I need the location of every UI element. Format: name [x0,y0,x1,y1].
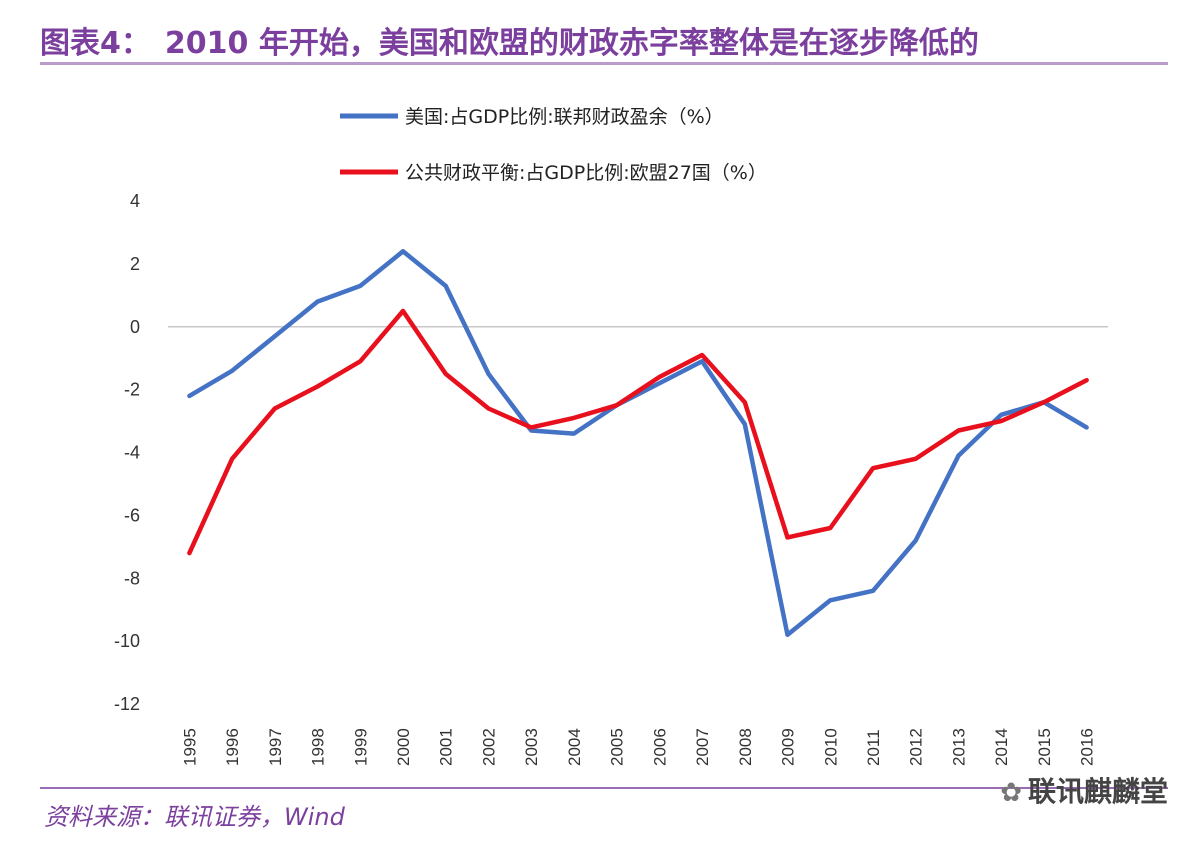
y-tick-label: -8 [124,568,140,588]
x-tick-label: 2013 [949,728,968,766]
x-tick-label: 2000 [394,728,413,766]
wechat-icon: ✿ [1000,778,1022,808]
x-tick-label: 2011 [864,729,883,766]
x-tick-label: 2015 [1035,728,1054,766]
x-tick-label: 2008 [736,728,755,766]
x-tick-label: 2012 [907,728,926,766]
source-note: 资料来源：联讯证券，Wind [44,803,345,831]
legend-label: 美国:占GDP比例:联邦财政盈余（%） [405,106,724,128]
x-tick-label: 1995 [180,728,199,766]
y-tick-label: 2 [130,254,140,274]
x-tick-label: 2005 [608,728,627,766]
x-tick-label: 2003 [522,728,541,766]
x-tick-label: 1998 [309,728,328,766]
y-tick-label: -4 [124,443,140,463]
y-tick-label: -12 [114,694,140,714]
x-tick-label: 2001 [437,728,456,766]
y-tick-label: -2 [124,380,140,400]
x-tick-label: 2014 [992,728,1011,766]
x-tick-label: 1999 [351,728,370,766]
x-tick-label: 2007 [693,728,712,766]
y-tick-label: 4 [130,191,140,211]
page-title: 图表4： 2010 年开始，美国和欧盟的财政赤字率整体是在逐步降低的 [40,18,979,62]
y-tick-label: -6 [124,505,140,525]
legend-label: 公共财政平衡:占GDP比例:欧盟27国（%） [405,162,767,184]
watermark: ✿ 联讯麒麟堂 [1000,770,1168,810]
series-line-eu [187,308,1089,556]
footer-divider [40,787,1168,789]
figure-label: 图表4： [40,26,151,61]
y-tick-label: -10 [114,631,140,651]
x-tick-label: 2010 [821,728,840,766]
x-tick-label: 1997 [266,728,285,766]
watermark-text: 联讯麒麟堂 [1027,775,1168,808]
figure-title: 2010 年开始，美国和欧盟的财政赤字率整体是在逐步降低的 [164,26,979,61]
x-tick-label: 2009 [779,728,798,766]
x-tick-label: 2002 [479,728,498,766]
x-tick-label: 2004 [565,728,584,766]
header-divider [40,62,1168,65]
series-line-us [187,249,1089,638]
y-tick-label: 0 [130,317,140,337]
x-tick-label: 2016 [1078,728,1097,766]
x-tick-label: 2006 [650,728,669,766]
x-tick-label: 1996 [223,728,242,766]
